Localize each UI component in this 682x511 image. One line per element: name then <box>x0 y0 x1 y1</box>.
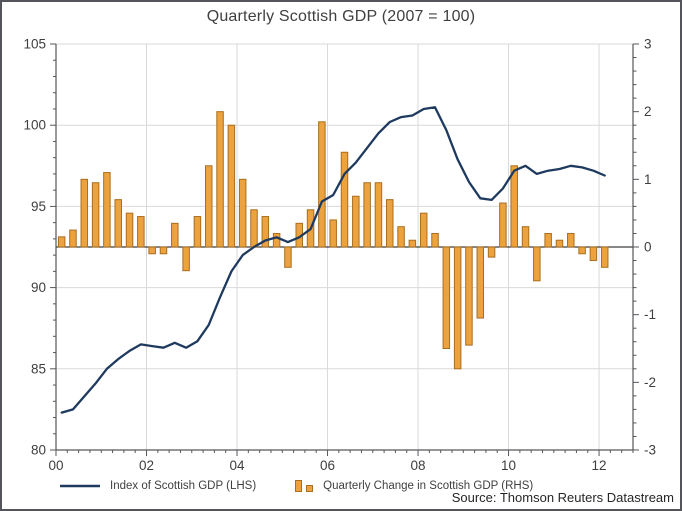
left-tick-label: 100 <box>23 118 46 133</box>
quarterly-change-bar <box>204 165 213 248</box>
quarterly-change-bar <box>578 246 586 255</box>
quarterly-change-bar <box>250 209 258 248</box>
x-tick-label: 02 <box>139 458 154 473</box>
quarterly-change-bar <box>103 172 111 248</box>
legend-label-bars: Quarterly Change in Scottish GDP (RHS) <box>323 480 534 492</box>
quarterly-change-bar <box>91 182 100 248</box>
right-tick-label: 1 <box>644 172 652 187</box>
quarterly-change-bar <box>272 232 281 248</box>
left-tick-label: 80 <box>31 443 46 458</box>
x-tick-label: 12 <box>592 458 607 473</box>
quarterly-change-bar <box>318 121 326 248</box>
legend-label-line: Index of Scottish GDP (LHS) <box>110 480 257 492</box>
quarterly-change-bar <box>397 226 405 248</box>
quarterly-change-bar <box>363 182 371 248</box>
right-tick-label: 2 <box>644 104 652 119</box>
quarterly-change-bar <box>487 246 496 258</box>
quarterly-change-bar <box>544 232 552 248</box>
quarterly-change-bar <box>408 239 417 248</box>
quarterly-change-bar <box>80 178 89 248</box>
source-credit: Source: Thomson Reuters Datastream <box>451 490 674 505</box>
quarterly-change-bar <box>352 195 360 248</box>
quarterly-change-bar <box>125 212 134 248</box>
x-tick-label: 04 <box>230 458 246 473</box>
quarterly-change-bar <box>386 199 394 248</box>
chart-title: Quarterly Scottish GDP (2007 = 100) <box>206 8 476 25</box>
quarterly-change-bar <box>238 178 247 248</box>
quarterly-change-bar <box>182 246 190 272</box>
quarterly-change-bar <box>521 226 530 248</box>
quarterly-change-bar <box>431 232 439 248</box>
left-tick-label: 105 <box>23 37 46 52</box>
quarterly-change-bar <box>453 246 462 370</box>
legend-item-line: Index of Scottish GDP (LHS) <box>58 480 256 492</box>
left-tick-label: 85 <box>31 361 46 376</box>
quarterly-change-bar <box>193 216 202 248</box>
quarterly-change-bar <box>329 219 337 248</box>
legend-item-bars: Quarterly Change in Scottish GDP (RHS) <box>294 479 533 493</box>
legend: Index of Scottish GDP (LHS) Quarterly Ch… <box>58 476 533 496</box>
quarterly-change-bar <box>57 236 66 248</box>
left-tick-label: 95 <box>31 199 46 214</box>
quarterly-change-bar <box>419 212 428 248</box>
quarterly-change-bar <box>284 246 292 268</box>
quarterly-change-bar <box>374 182 383 248</box>
quarterly-change-bar <box>114 199 122 248</box>
bar-series-swatch-icon <box>295 480 314 492</box>
right-tick-label: 3 <box>644 37 652 52</box>
quarterly-change-bar <box>533 246 541 282</box>
x-tick-label: 08 <box>411 458 426 473</box>
quarterly-change-bar <box>159 246 168 255</box>
right-tick-label: 0 <box>644 240 652 255</box>
x-tick-label: 06 <box>320 458 335 473</box>
quarterly-change-bar <box>227 124 236 248</box>
quarterly-change-bar <box>510 165 518 248</box>
quarterly-change-bar <box>567 232 575 248</box>
gdp-index-line <box>60 106 606 414</box>
quarterly-change-bar <box>589 246 598 262</box>
quarterly-change-bar <box>600 246 609 268</box>
right-tick-label: -3 <box>644 443 656 458</box>
quarterly-change-bar <box>340 151 349 248</box>
right-tick-label: -1 <box>644 307 656 322</box>
quarterly-change-bar <box>261 216 270 248</box>
quarterly-change-bar <box>555 239 564 248</box>
quarterly-change-bar <box>148 246 156 255</box>
quarterly-change-bar <box>171 222 179 248</box>
quarterly-change-bar <box>476 246 485 319</box>
left-tick-label: 90 <box>31 280 46 295</box>
quarterly-change-bar <box>465 246 473 346</box>
quarterly-change-bar <box>499 202 507 248</box>
line-series-swatch-icon <box>60 484 100 488</box>
quarterly-change-bar <box>69 229 77 248</box>
right-tick-label: -2 <box>644 375 656 390</box>
x-tick-label: 10 <box>501 458 516 473</box>
quarterly-change-bar <box>216 111 224 248</box>
x-tick-label: 00 <box>48 458 63 473</box>
quarterly-change-bar <box>137 216 145 248</box>
quarterly-change-bar <box>442 246 451 349</box>
